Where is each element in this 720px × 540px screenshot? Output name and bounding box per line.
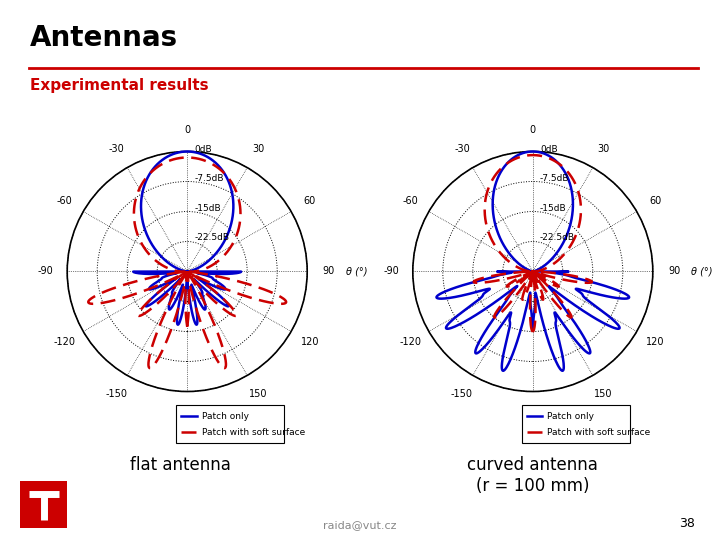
Text: -7.5dB: -7.5dB <box>540 174 570 183</box>
Text: Patch only: Patch only <box>547 411 594 421</box>
Text: -22.5dB: -22.5dB <box>540 233 575 242</box>
Text: 0: 0 <box>184 125 190 135</box>
Text: 90: 90 <box>668 267 680 276</box>
Text: 90: 90 <box>323 267 335 276</box>
Text: 0dB: 0dB <box>194 145 212 154</box>
Text: Antennas: Antennas <box>30 24 179 52</box>
Text: 0: 0 <box>530 125 536 135</box>
Text: -30: -30 <box>454 144 470 154</box>
FancyBboxPatch shape <box>522 404 630 443</box>
Text: -150: -150 <box>451 389 473 399</box>
Text: 60: 60 <box>649 195 662 206</box>
Text: 120: 120 <box>300 338 319 347</box>
Text: 120: 120 <box>646 338 665 347</box>
Text: -120: -120 <box>53 338 76 347</box>
Text: -90: -90 <box>37 267 53 276</box>
Text: 180: 180 <box>523 408 542 418</box>
Text: -60: -60 <box>57 195 73 206</box>
Text: -15dB: -15dB <box>540 204 567 213</box>
Text: -30: -30 <box>109 144 125 154</box>
Text: Experimental results: Experimental results <box>30 78 209 93</box>
Text: -7.5dB: -7.5dB <box>194 174 224 183</box>
Text: Patch with soft surface: Patch with soft surface <box>202 428 305 437</box>
Text: 30: 30 <box>598 144 610 154</box>
Text: 60: 60 <box>304 195 316 206</box>
Text: -22.5dB: -22.5dB <box>194 233 230 242</box>
Text: flat antenna: flat antenna <box>130 456 230 474</box>
Text: 150: 150 <box>594 389 613 399</box>
Text: curved antenna
(r = 100 mm): curved antenna (r = 100 mm) <box>467 456 598 495</box>
Text: 0dB: 0dB <box>540 145 557 154</box>
Text: θ (°): θ (°) <box>691 267 713 276</box>
Text: 38: 38 <box>679 517 695 530</box>
Text: Patch only: Patch only <box>202 411 248 421</box>
Text: -15dB: -15dB <box>194 204 221 213</box>
Text: θ (°): θ (°) <box>346 267 367 276</box>
Text: -60: -60 <box>402 195 418 206</box>
Text: 30: 30 <box>252 144 264 154</box>
Text: Patch with soft surface: Patch with soft surface <box>547 428 650 437</box>
Text: 180: 180 <box>178 408 197 418</box>
Text: 150: 150 <box>248 389 267 399</box>
Text: -120: -120 <box>399 338 421 347</box>
Text: raida@vut.cz: raida@vut.cz <box>323 520 397 530</box>
FancyBboxPatch shape <box>176 404 284 443</box>
Text: -150: -150 <box>105 389 127 399</box>
Text: -90: -90 <box>383 267 399 276</box>
